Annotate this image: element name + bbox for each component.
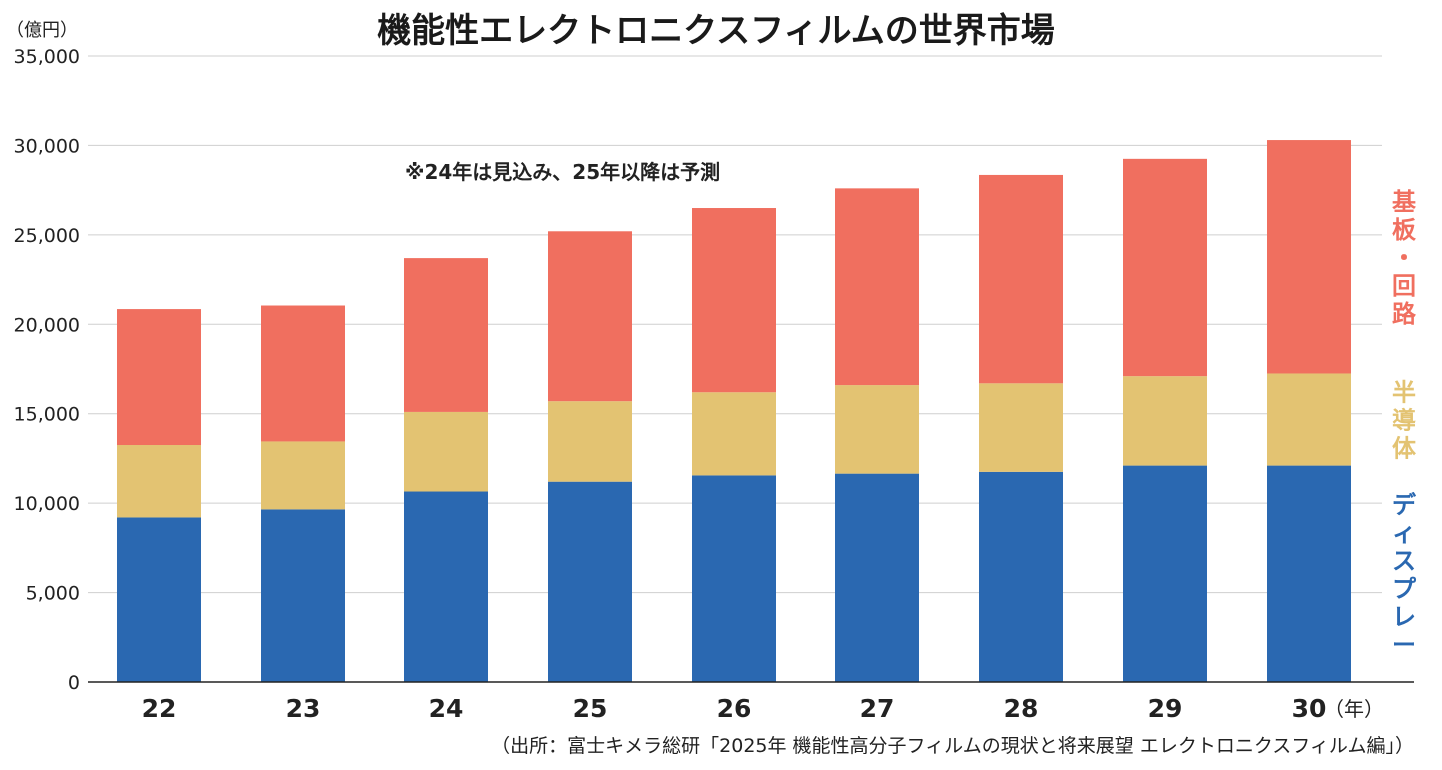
- y-tick-label: 5,000: [26, 583, 80, 605]
- legend-char: 半: [1392, 379, 1416, 407]
- y-tick-label: 25,000: [14, 225, 80, 247]
- x-tick-labels: 22 23 24 25 26 27 28 29 30: [142, 694, 1327, 723]
- y-tick-label: 0: [68, 672, 80, 694]
- bar-segment: [979, 383, 1063, 472]
- bar-segment: [692, 475, 776, 682]
- bar-segment: [548, 481, 632, 682]
- y-tick-label: 35,000: [14, 46, 80, 68]
- legend-char: ー: [1392, 631, 1416, 659]
- y-tick-label: 10,000: [14, 493, 80, 515]
- x-tick-label: 26: [717, 694, 752, 723]
- legend-char: デ: [1392, 491, 1417, 519]
- bar-segment: [404, 258, 488, 412]
- bar-segment: [261, 509, 345, 682]
- legend-char: レ: [1392, 603, 1416, 631]
- bar-segment: [835, 473, 919, 682]
- y-tick-label: 30,000: [14, 135, 80, 157]
- legend-char: 体: [1392, 435, 1417, 463]
- chart-title: 機能性エレクトロニクスフィルムの世界市場: [377, 11, 1055, 51]
- bars: [117, 140, 1351, 682]
- bar-segment: [548, 231, 632, 402]
- bar-segment: [1123, 158, 1207, 377]
- legend-char: ・: [1392, 244, 1416, 272]
- bar-segment: [1267, 465, 1351, 682]
- legend-char: 回: [1392, 272, 1416, 300]
- forecast-note: ※24年は見込み、25年以降は予測: [405, 160, 720, 184]
- bar-segment: [117, 517, 201, 682]
- bar-segment: [404, 411, 488, 492]
- bar-segment: [692, 392, 776, 476]
- legend-char: プ: [1392, 575, 1417, 603]
- bar-segment: [117, 309, 201, 446]
- y-tick-label: 15,000: [14, 404, 80, 426]
- x-tick-label: 29: [1148, 694, 1183, 723]
- y-tick-labels: 0 5,000 10,000 15,000 20,000 25,000 30,000 35,0…: [14, 46, 80, 694]
- x-axis-unit: （年）: [1324, 697, 1384, 721]
- bar-segment: [1123, 465, 1207, 682]
- x-tick-label: 25: [573, 694, 608, 723]
- bar-segment: [1267, 140, 1351, 374]
- x-tick-label: 28: [1004, 694, 1039, 723]
- bar-segment: [1267, 373, 1351, 466]
- bar-segment: [117, 445, 201, 518]
- x-tick-label: 30: [1292, 694, 1327, 723]
- bar-segment: [548, 401, 632, 482]
- bar-segment: [979, 471, 1063, 682]
- bar-segment: [1123, 376, 1207, 466]
- legend-char: 導: [1392, 407, 1416, 435]
- x-tick-label: 22: [142, 694, 177, 723]
- legend-label: 半導体: [1392, 379, 1417, 463]
- bar-segment: [835, 385, 919, 474]
- legend-char: ス: [1392, 547, 1416, 575]
- source-note: （出所：富士キメラ総研「2025年 機能性高分子フィルムの現状と将来展望 エレク…: [491, 735, 1414, 757]
- bar-segment: [261, 441, 345, 510]
- x-tick-label: 27: [860, 694, 895, 723]
- bar-segment: [979, 174, 1063, 384]
- legend-char: 路: [1392, 300, 1417, 328]
- legend-char: ィ: [1392, 519, 1416, 547]
- bar-segment: [835, 188, 919, 386]
- x-tick-label: 23: [286, 694, 321, 723]
- legend-char: 基: [1392, 188, 1417, 216]
- bar-segment: [692, 208, 776, 393]
- bar-segment: [261, 305, 345, 442]
- x-tick-label: 24: [429, 694, 464, 723]
- legend-label: 基板・回路: [1392, 188, 1417, 328]
- bar-segment: [404, 491, 488, 682]
- y-axis-unit: （億円）: [6, 20, 78, 41]
- legend-char: 板: [1392, 216, 1417, 244]
- y-tick-label: 20,000: [14, 314, 80, 336]
